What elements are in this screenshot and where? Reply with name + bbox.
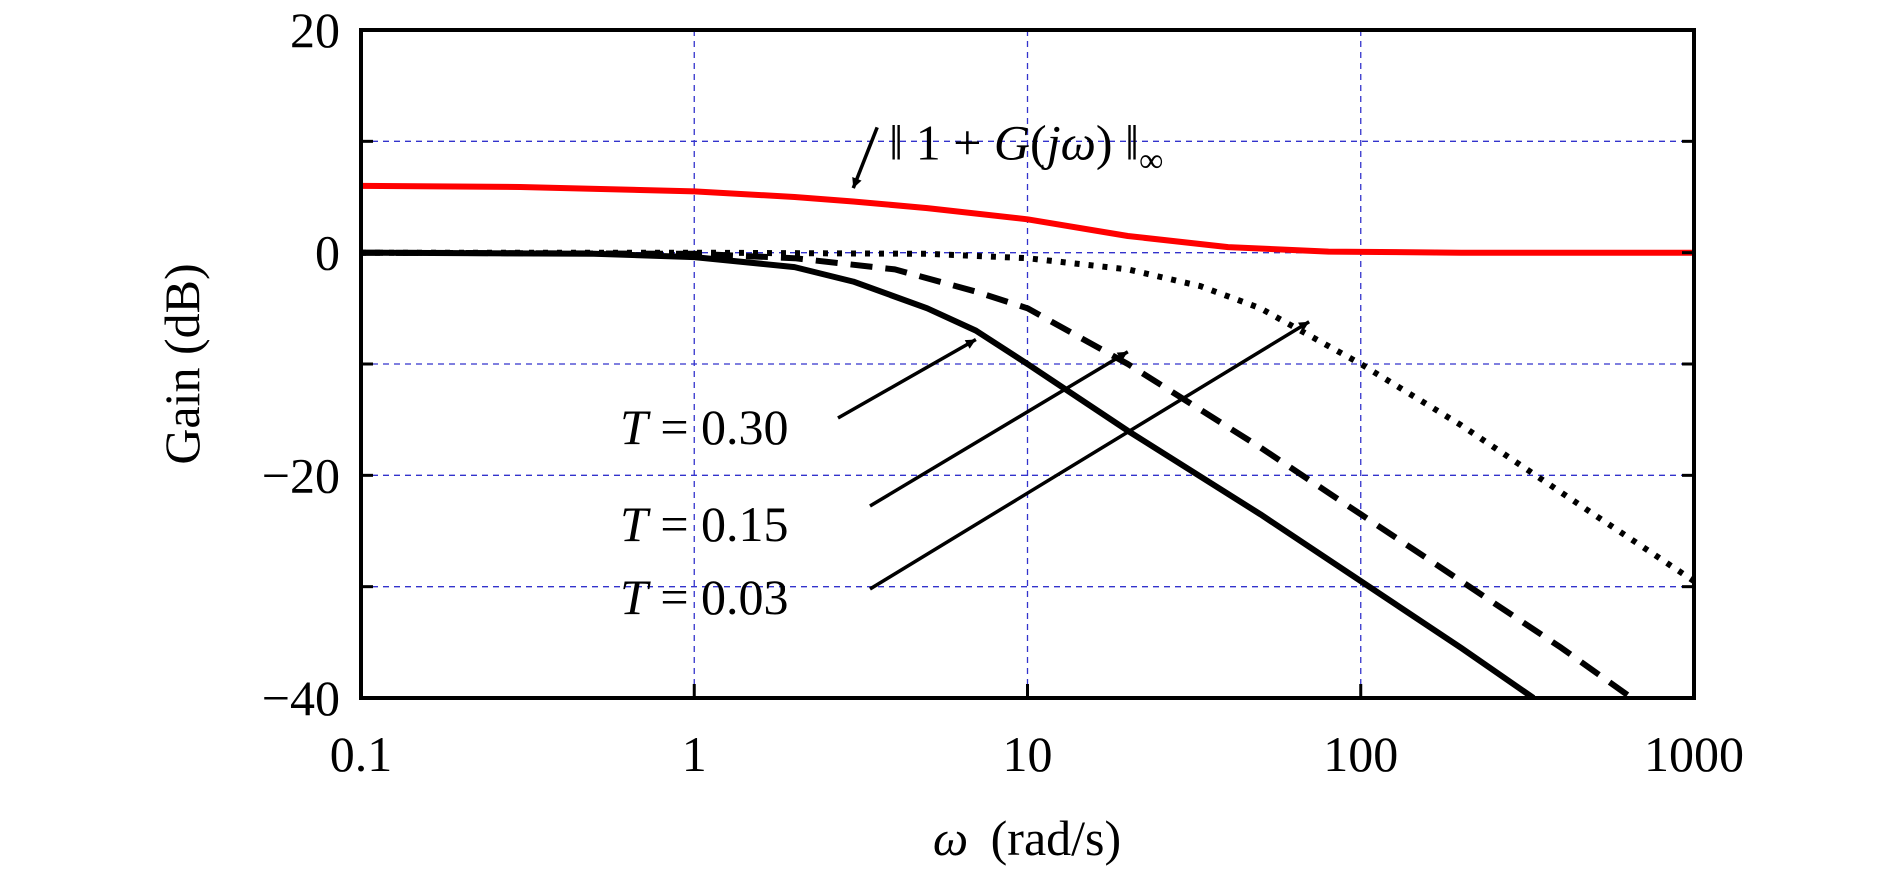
series-line-T-0.15 bbox=[361, 249, 1634, 698]
series-line-sensitivity-norm bbox=[361, 182, 1694, 256]
annotation-norm: ‖ 1 + G(jω) ‖∞ bbox=[889, 114, 1163, 179]
x-tick-label: 100 bbox=[1323, 726, 1398, 782]
annotation-T-0.03-label: T = 0.03 bbox=[620, 569, 789, 625]
x-axis-title: ω (rad/s) bbox=[933, 810, 1121, 866]
x-tick-label: 10 bbox=[1003, 726, 1053, 782]
arrow-norm bbox=[851, 126, 879, 189]
series-line-T-0.03 bbox=[361, 249, 1694, 584]
axis-ticks: 0.1 1 10 100 1000 20 0 −20 −40 bbox=[262, 2, 1744, 782]
arrow-T-0.03-label bbox=[869, 320, 1311, 591]
arrow-T-0.15-label bbox=[869, 350, 1129, 508]
x-axis-symbol: ω bbox=[933, 810, 968, 866]
x-tick-label: 1000 bbox=[1644, 726, 1744, 782]
x-axis-unit: (rad/s) bbox=[991, 810, 1122, 866]
annotation-T-0.15-label: T = 0.15 bbox=[620, 496, 789, 552]
y-tick-label: −20 bbox=[262, 447, 340, 503]
x-tick-label: 1 bbox=[682, 726, 707, 782]
arrow-T-0.30-label bbox=[837, 337, 977, 420]
series-layer bbox=[361, 182, 1694, 698]
annotations: ‖ 1 + G(jω) ‖∞ T = 0.30 T = 0.15 T = 0.03 bbox=[620, 114, 1311, 625]
series-line-T-0.30 bbox=[361, 249, 1536, 698]
y-axis-title: Gain (dB) bbox=[154, 263, 210, 464]
annotation-T-0.30-label: T = 0.30 bbox=[620, 399, 789, 455]
y-tick-label: 20 bbox=[290, 2, 340, 58]
y-tick-label: −40 bbox=[262, 670, 340, 726]
y-tick-label: 0 bbox=[315, 225, 340, 281]
x-tick-label: 0.1 bbox=[330, 726, 393, 782]
